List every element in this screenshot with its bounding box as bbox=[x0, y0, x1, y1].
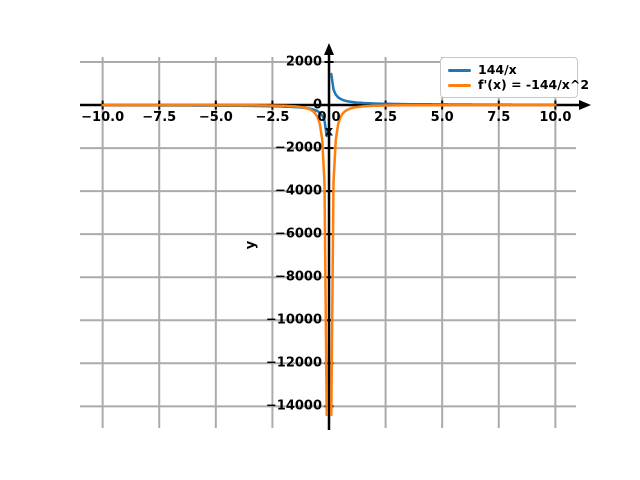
y-tick-label: 0 bbox=[312, 97, 322, 113]
legend: 144/x f'(x) = -144/x^2 bbox=[440, 57, 589, 98]
y-tick-label: −12000 bbox=[265, 355, 322, 371]
legend-entry-derivative: f'(x) = -144/x^2 bbox=[448, 78, 589, 93]
x-tick-label: −2.5 bbox=[255, 110, 290, 126]
x-axis-label: x bbox=[324, 124, 334, 140]
legend-label-144x: 144/x bbox=[478, 62, 517, 78]
x-tick-label: −5.0 bbox=[198, 110, 233, 126]
x-tick-label: 5.0 bbox=[430, 110, 454, 126]
y-tick-label: −14000 bbox=[265, 398, 322, 414]
y-tick-label: 2000 bbox=[285, 54, 322, 70]
y-tick-label: −10000 bbox=[265, 312, 322, 328]
x-tick-label: −7.5 bbox=[142, 110, 177, 126]
x-tick-label: −10.0 bbox=[81, 110, 125, 126]
series-curve-1 bbox=[101, 103, 557, 417]
y-axis-label: y bbox=[243, 240, 259, 249]
x-axis-arrow-icon bbox=[579, 100, 591, 111]
y-tick-label: −6000 bbox=[274, 226, 322, 242]
y-tick-label: −4000 bbox=[274, 183, 322, 199]
x-tick-label: 0.0 bbox=[317, 110, 341, 126]
x-tick-label: 2.5 bbox=[374, 110, 398, 126]
y-tick-label: −8000 bbox=[274, 269, 322, 285]
legend-line-sample-blue bbox=[448, 69, 471, 72]
x-tick-label: 10.0 bbox=[539, 110, 572, 126]
y-tick-label: −2000 bbox=[274, 140, 322, 156]
x-tick-label: 7.5 bbox=[487, 110, 511, 126]
legend-entry-144x: 144/x bbox=[448, 63, 571, 78]
legend-line-sample-orange bbox=[448, 84, 471, 87]
y-axis-arrow-icon bbox=[324, 43, 334, 55]
legend-label-derivative: f'(x) = -144/x^2 bbox=[478, 77, 590, 93]
